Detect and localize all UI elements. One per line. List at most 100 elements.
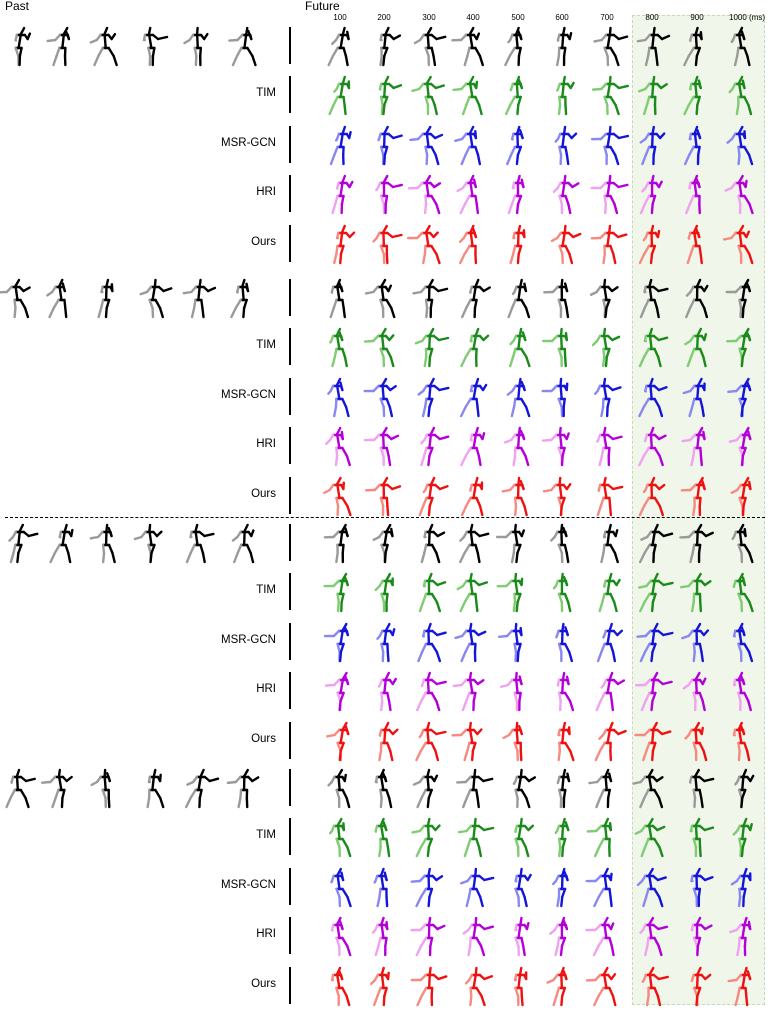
right-thigh-limb — [564, 145, 569, 156]
right-forearm-limb — [749, 774, 755, 783]
right-forearm-limb — [617, 85, 629, 90]
right-forearm-limb — [64, 29, 71, 41]
predicted-pose — [330, 966, 351, 1006]
right-forearm-limb — [477, 581, 489, 587]
left-shin-limb — [556, 54, 561, 67]
left-shin-limb — [594, 749, 602, 761]
ground-truth-pose — [588, 768, 613, 809]
right-thigh-limb — [563, 543, 568, 555]
head-limb — [608, 26, 612, 36]
left-thigh-limb — [147, 46, 152, 58]
head-limb — [560, 523, 564, 533]
right-thigh-limb — [609, 593, 616, 604]
left-forearm-limb — [226, 780, 237, 785]
spine-limb — [604, 774, 608, 792]
head-limb — [694, 818, 701, 827]
head-limb — [336, 867, 343, 876]
left-thigh-limb — [463, 194, 471, 206]
spine-limb — [379, 824, 385, 841]
head-limb — [427, 573, 433, 582]
right-forearm-limb — [527, 824, 535, 832]
right-shin-limb — [149, 551, 153, 564]
head-limb — [608, 573, 613, 582]
right-shin-limb — [649, 252, 654, 264]
left-thigh-limb — [602, 298, 607, 310]
left-forearm-limb — [730, 879, 739, 886]
spine-limb — [737, 32, 743, 50]
left-thigh-limb — [333, 348, 338, 359]
right-thigh-limb — [609, 145, 617, 156]
left-thigh-limb — [643, 543, 651, 555]
right-shin-limb — [651, 749, 655, 761]
right-shin-limb — [657, 405, 664, 417]
spine-limb — [606, 628, 612, 645]
left-thigh-limb — [424, 194, 428, 206]
spine-limb — [649, 432, 653, 450]
right-shin-limb — [522, 944, 526, 957]
spine-limb — [335, 334, 341, 351]
spine-limb — [694, 727, 698, 744]
left-thigh-limb — [419, 936, 428, 948]
right-shin-limb — [516, 252, 520, 264]
spine-limb — [606, 32, 612, 50]
ground-truth-pose — [731, 523, 754, 564]
head-limb — [517, 224, 522, 233]
spine-limb — [647, 774, 653, 792]
spine-limb — [57, 774, 63, 792]
left-thigh-limb — [512, 543, 516, 555]
predicted-pose — [634, 671, 673, 712]
spine-limb — [472, 482, 477, 499]
predicted-pose — [726, 125, 754, 165]
left-thigh-limb — [377, 936, 382, 948]
head-limb — [562, 76, 566, 85]
right-thigh-limb — [743, 593, 751, 604]
spine-limb — [517, 383, 521, 400]
head-limb — [341, 224, 346, 233]
left-thigh-limb — [463, 244, 471, 255]
left-shin-limb — [379, 796, 383, 809]
right-shin-limb — [344, 54, 349, 67]
spine-limb — [648, 334, 653, 351]
right-thigh-limb — [19, 298, 27, 310]
predicted-pose — [506, 377, 531, 417]
left-thigh-limb — [464, 642, 471, 653]
right-forearm-limb — [562, 576, 569, 587]
predicted-pose — [634, 818, 666, 858]
right-thigh-limb — [385, 348, 392, 359]
right-thigh-limb — [699, 397, 704, 408]
right-forearm-limb — [520, 577, 524, 587]
right-forearm-limb — [610, 286, 619, 293]
right-forearm-limb — [519, 429, 526, 441]
predicted-pose — [415, 721, 447, 761]
head-limb — [608, 125, 612, 134]
predicted-pose — [411, 76, 445, 116]
right-forearm-limb — [749, 823, 753, 832]
row-divider — [289, 622, 291, 660]
right-forearm-limb — [745, 230, 751, 238]
spine-limb — [148, 529, 153, 547]
left-thigh-limb — [556, 936, 561, 948]
right-thigh-limb — [698, 788, 703, 800]
right-thigh-limb — [608, 936, 614, 948]
head-limb — [560, 966, 565, 975]
right-forearm-limb — [748, 480, 752, 490]
head-limb — [742, 768, 748, 778]
right-shin-limb — [523, 504, 528, 516]
head-limb — [737, 26, 744, 36]
right-shin-limb — [740, 454, 745, 467]
left-shin-limb — [642, 749, 648, 761]
right-forearm-limb — [110, 32, 117, 41]
head-limb — [743, 916, 748, 926]
left-shin-limb — [230, 306, 237, 319]
left-shin-limb — [459, 202, 467, 215]
head-limb — [649, 377, 654, 386]
right-thigh-limb — [342, 46, 348, 58]
left-shin-limb — [596, 504, 603, 516]
predicted-pose — [462, 916, 494, 957]
left-forearm-limb — [454, 137, 464, 142]
right-forearm-limb — [740, 30, 746, 41]
predicted-pose — [504, 426, 530, 467]
right-forearm-limb — [565, 482, 572, 490]
right-thigh-limb — [653, 496, 662, 507]
right-thigh-limb — [64, 543, 70, 555]
